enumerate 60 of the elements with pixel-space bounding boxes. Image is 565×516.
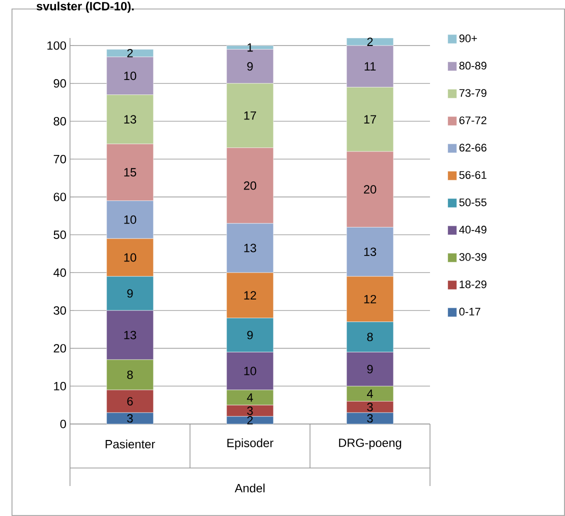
x-tick-label: Pasienter [106,440,156,448]
x-tick-label: Episoder [227,438,274,450]
legend-label: 80-89 [459,62,486,70]
y-tick-label: 70 [54,154,66,164]
y-tick-label: 50 [54,230,66,240]
data-label: 1 [248,43,253,52]
data-label: 3 [127,414,133,423]
data-label: 4 [246,393,253,402]
data-label: 12 [244,291,256,300]
data-label: 17 [244,111,256,120]
data-label: 13 [124,115,136,124]
y-tick-label: 60 [54,192,66,202]
y-tick-label: 0 [60,420,66,428]
y-tick-label: 90 [54,79,66,88]
y-tick-label: 40 [53,268,66,277]
data-label: 3 [367,402,373,412]
data-label: 10 [124,215,136,224]
legend-label: 73-79 [459,89,486,97]
legend-label: 30-39 [459,253,486,261]
data-label: 13 [244,244,256,252]
y-tick-label: 10 [54,382,66,390]
data-label: 13 [364,248,376,256]
data-label: 11 [364,62,376,70]
data-label: 2 [367,38,373,46]
legend-label: 0-17 [459,308,480,316]
x-axis-title: Andel [234,484,264,492]
chart-title: svulster (ICD-10). [36,2,134,13]
y-tick-label: 20 [54,344,66,353]
legend-label: 62-66 [459,144,486,152]
data-label: 13 [124,330,136,340]
data-label: 15 [124,168,136,177]
legend-label: 67-72 [459,116,486,124]
data-label: 10 [244,366,256,376]
data-label: 2 [247,416,253,424]
data-label: 8 [367,332,373,342]
data-label: 3 [367,414,373,423]
legend-label: 90+ [459,34,477,42]
data-label: 2 [127,48,133,58]
legend-label: 56-61 [459,171,486,179]
legend-label: 50-55 [459,198,486,206]
data-label: 3 [247,406,253,415]
x-tick-label: DRG-poeng [339,438,402,450]
data-label: 20 [244,181,256,190]
y-tick-label: 30 [54,306,66,315]
data-label: 8 [127,370,133,380]
data-label: 12 [364,294,376,304]
data-label: 10 [124,253,136,262]
data-label: 17 [364,115,376,124]
data-label: 4 [366,390,373,398]
data-label: 10 [124,72,136,80]
y-tick-label: 80 [54,117,66,126]
legend-label: 40-49 [459,226,486,234]
data-label: 9 [367,364,373,374]
data-label: 9 [247,330,253,340]
legend-label: 18-29 [460,280,486,288]
data-label: 6 [127,397,133,406]
data-label: 20 [364,185,376,194]
y-tick-label: 100 [47,41,66,50]
data-label: 9 [127,289,133,298]
data-label: 9 [247,62,253,71]
